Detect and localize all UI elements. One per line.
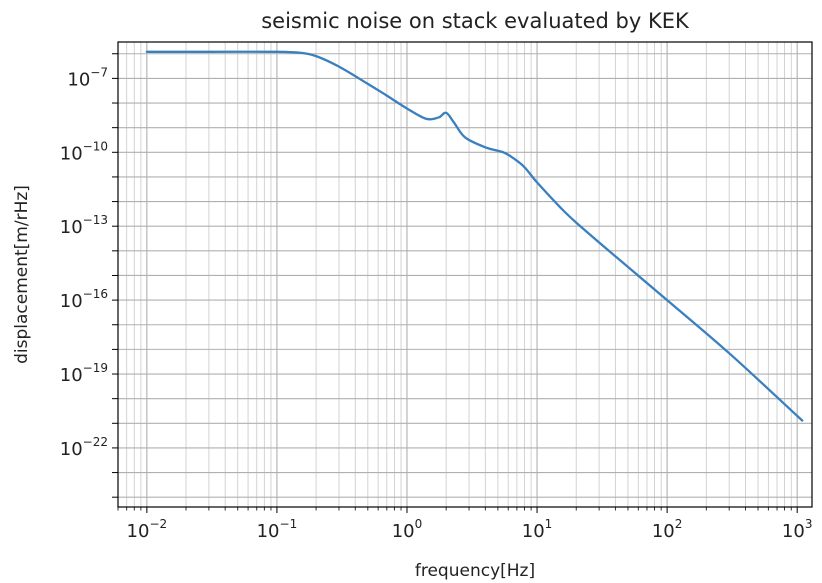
plot-frame — [117, 41, 813, 508]
y-tick-label: 10−13 — [60, 213, 108, 238]
y-tick-label: 10−10 — [60, 139, 108, 164]
chart-title: seismic noise on stack evaluated by KEK — [261, 9, 690, 33]
x-tick-label: 103 — [782, 517, 813, 542]
y-tick-label: 10−22 — [60, 435, 108, 460]
y-tick-label: 10−19 — [60, 361, 108, 386]
x-tick-label: 100 — [392, 517, 423, 542]
ticks — [112, 53, 798, 513]
major-grid — [118, 42, 812, 507]
x-axis-label: frequency[Hz] — [415, 561, 535, 581]
y-tick-label: 10−7 — [67, 65, 108, 90]
x-tick-label: 101 — [522, 517, 553, 542]
tick-labels: 10−2 10−1 100 101 102 103 10−7 10−10 10−13 10−16 1… — [60, 65, 813, 542]
x-tick-label: 10−1 — [257, 517, 298, 542]
series-layer — [145, 50, 804, 422]
y-tick-label: 10−16 — [60, 287, 108, 312]
x-tick-label: 10−2 — [127, 517, 168, 542]
x-tick-label: 102 — [652, 517, 683, 542]
minor-grid — [117, 42, 792, 507]
series-line — [145, 50, 804, 422]
y-axis-label: displacement[m/rHz] — [12, 185, 32, 364]
